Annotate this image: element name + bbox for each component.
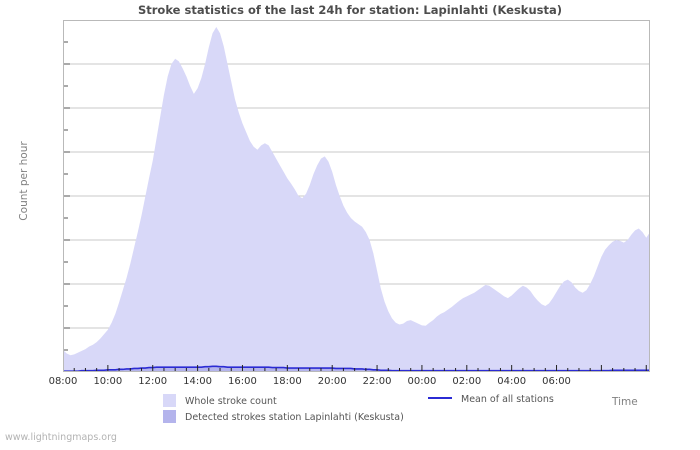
x-tick-label: 00:00 [407,376,437,387]
area-whole-stroke-count [63,27,650,372]
x-tick-label: 10:00 [93,376,123,387]
area-detected-strokes [63,366,650,372]
legend-label-detected-strokes: Detected strokes station Lapinlahti (Kes… [185,412,404,423]
x-tick-label: 14:00 [183,376,213,387]
watermark: www.lightningmaps.org [5,432,117,443]
legend-item-whole-stroke-count[interactable]: Whole stroke count [163,394,277,407]
plot-area [63,20,650,372]
legend-item-mean-all-stations[interactable]: Mean of all stations [428,394,554,405]
chart-title: Stroke statistics of the last 24h for st… [137,3,563,17]
legend-label-mean-all-stations: Mean of all stations [461,394,554,405]
chart-svg [63,20,650,372]
x-tick-label: 04:00 [497,376,527,387]
x-tick-label: 22:00 [362,376,392,387]
legend-swatch-whole-stroke-count [163,394,176,407]
legend-line-mean-all-stations [428,397,452,399]
x-tick-label: 12:00 [138,376,168,387]
x-tick-label: 18:00 [272,376,302,387]
line-mean-all-stations [63,365,650,372]
x-axis-title: Time [612,396,638,408]
chart-legend: Whole stroke count Detected strokes stat… [0,392,700,423]
legend-label-whole-stroke-count: Whole stroke count [185,396,277,407]
x-tick-label: 20:00 [317,376,347,387]
x-tick-label: 06:00 [542,376,571,387]
x-tick-label: 08:00 [48,376,78,387]
y-axis-title: Count per hour [18,141,30,221]
x-tick-label: 16:00 [228,376,257,387]
x-tick-label: 02:00 [452,376,482,387]
legend-swatch-detected-strokes [163,410,176,423]
legend-item-detected-strokes[interactable]: Detected strokes station Lapinlahti (Kes… [163,410,404,423]
